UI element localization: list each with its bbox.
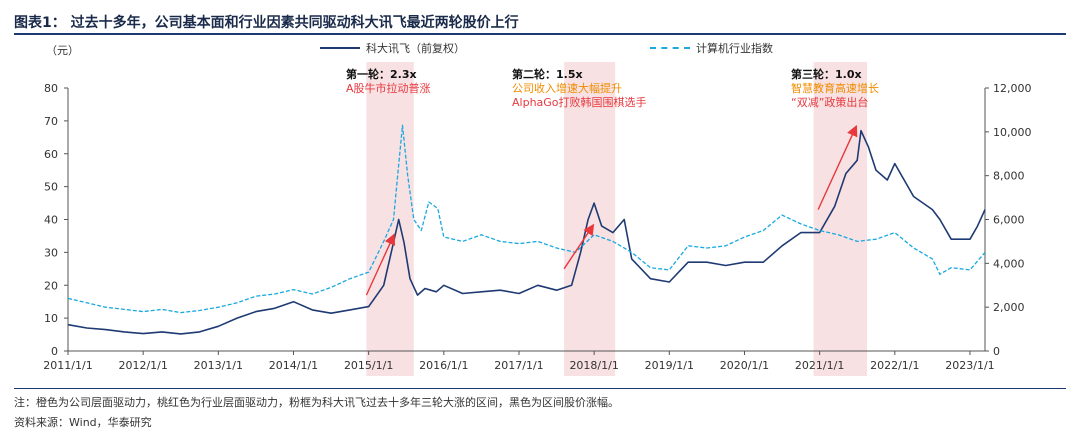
y-right-tick-label: 10,000: [993, 126, 1032, 139]
annotation-round-1: 第一轮：2.3x A股牛市拉动普涨: [346, 68, 431, 96]
x-tick-label: 2019/1/1: [645, 359, 694, 372]
annotation-arrow-2: [563, 223, 595, 270]
footer-divider: [14, 388, 1066, 389]
y-left-tick-label: 30: [44, 246, 58, 259]
x-tick-label: 2021/1/1: [795, 359, 844, 372]
highlight-range-3: [813, 62, 867, 376]
x-tick-label: 2011/1/1: [43, 359, 92, 372]
legend-label-stock: 科大讯飞（前复权）: [366, 42, 465, 55]
x-tick-label: 2017/1/1: [494, 359, 543, 372]
y-right-tick-label: 2,000: [993, 301, 1025, 314]
annotation-round-3-line2: “双减”政策出台: [791, 96, 869, 109]
annotation-round-3-line1: 智慧教育高速增长: [791, 82, 879, 95]
annotation-arrow-1: [365, 233, 396, 296]
x-tick-label: 2013/1/1: [194, 359, 243, 372]
y-right-tick-label: 12,000: [993, 82, 1032, 95]
annotation-round-3: 第三轮：1.0x 智慧教育高速增长 “双减”政策出台: [791, 68, 879, 110]
y-left-tick-label: 80: [44, 82, 58, 95]
y-left-tick-label: 70: [44, 115, 58, 128]
y-left-tick-label: 60: [44, 148, 58, 161]
y-left-tick-label: 50: [44, 181, 58, 194]
legend-item-index: 计算机行业指数: [650, 40, 773, 56]
footnote: 注：橙色为公司层面驱动力，桃红色为行业层面驱动力，粉框为科大讯飞过去十多年三轮大…: [14, 396, 619, 409]
y-left-tick-label: 0: [51, 345, 58, 358]
series-line-stock: [67, 129, 986, 335]
x-tick-label: 2018/1/1: [569, 359, 618, 372]
left-axis-unit: （元）: [46, 44, 79, 57]
y-left-tick-label: 10: [44, 312, 58, 325]
annotation-round-2: 第二轮：1.5x 公司收入增速大幅提升 AlphaGo打败韩国围棋选手: [512, 68, 647, 110]
annotation-round-1-title: 第一轮：2.3x: [346, 68, 417, 81]
highlight-range-2: [564, 62, 616, 376]
chart-title: 图表1： 过去十多年，公司基本面和行业因素共同驱动科大讯飞最近两轮股价上行: [14, 15, 519, 31]
source-note: 资料来源：Wind，华泰研究: [14, 416, 152, 429]
annotation-arrow-3: [817, 124, 858, 210]
annotation-round-2-title: 第二轮：1.5x: [512, 68, 583, 81]
y-right-tick-label: 0: [993, 345, 1000, 358]
legend-label-index: 计算机行业指数: [696, 42, 773, 55]
y-right-tick-label: 6,000: [993, 214, 1025, 227]
x-tick-label: 2012/1/1: [118, 359, 167, 372]
title-divider: [14, 33, 1066, 35]
annotation-round-2-line1: 公司收入增速大幅提升: [512, 82, 622, 95]
series-line-index: [67, 124, 986, 314]
annotation-round-1-line1: A股牛市拉动普涨: [346, 82, 431, 95]
x-tick-label: 2020/1/1: [720, 359, 769, 372]
legend-swatch-index: [650, 47, 690, 49]
x-tick-label: 2016/1/1: [419, 359, 468, 372]
x-tick-label: 2015/1/1: [344, 359, 393, 372]
x-tick-label: 2014/1/1: [269, 359, 318, 372]
y-right-tick-label: 4,000: [993, 257, 1025, 270]
legend-item-stock: 科大讯飞（前复权）: [320, 40, 465, 56]
y-right-tick-label: 8,000: [993, 170, 1025, 183]
annotation-round-2-line2: AlphaGo打败韩国围棋选手: [512, 96, 647, 109]
y-left-tick-label: 20: [44, 279, 58, 292]
highlight-range-1: [366, 62, 414, 376]
x-tick-label: 2022/1/1: [870, 359, 919, 372]
legend-swatch-stock: [320, 47, 360, 49]
annotation-round-3-title: 第三轮：1.0x: [791, 68, 862, 81]
x-tick-label: 2023/1/1: [945, 359, 994, 372]
y-left-tick-label: 40: [44, 214, 58, 227]
